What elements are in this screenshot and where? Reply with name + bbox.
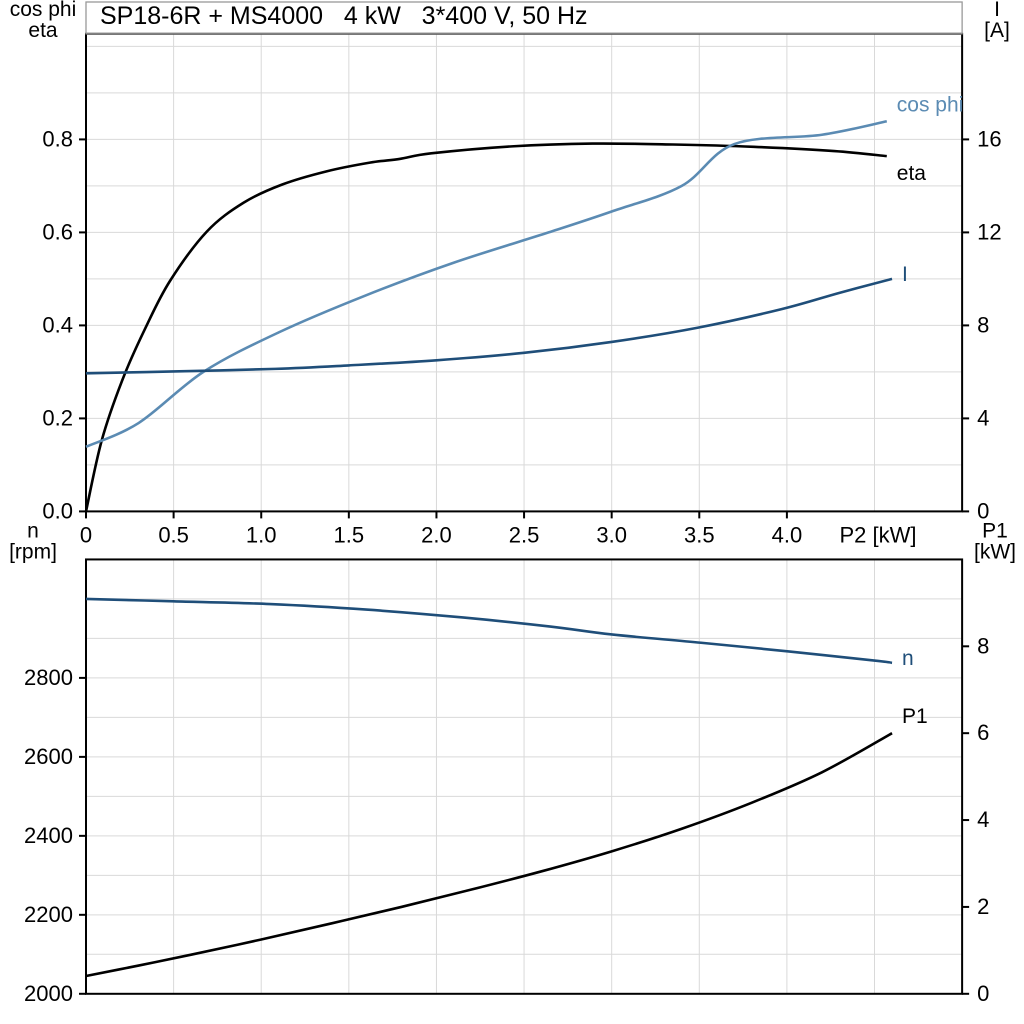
svg-text:I: I [902,263,908,286]
svg-text:12: 12 [977,219,1001,244]
svg-text:eta: eta [28,19,58,42]
svg-text:4: 4 [977,405,989,430]
svg-text:[kW]: [kW] [974,540,1016,563]
svg-text:6: 6 [977,720,989,745]
svg-text:2600: 2600 [24,744,73,769]
svg-text:I: I [994,0,1000,21]
svg-text:n: n [27,519,39,542]
svg-text:0.0: 0.0 [42,498,73,523]
svg-text:2000: 2000 [24,981,73,1006]
svg-text:3.0: 3.0 [596,522,627,547]
svg-text:P1: P1 [982,519,1008,542]
svg-text:2800: 2800 [24,665,73,690]
svg-text:16: 16 [977,126,1001,151]
svg-text:0.2: 0.2 [42,405,73,430]
svg-text:2.5: 2.5 [509,522,540,547]
svg-text:8: 8 [977,312,989,337]
svg-text:cos phi: cos phi [10,0,77,21]
svg-text:2400: 2400 [24,823,73,848]
svg-text:P1: P1 [902,705,928,728]
svg-text:SP18-6R + MS4000 4 kW 3*40: SP18-6R + MS4000 4 kW 3*400 V, 50 Hz [100,2,588,30]
svg-text:0: 0 [977,981,989,1006]
svg-text:eta: eta [897,162,927,185]
svg-text:2200: 2200 [24,902,73,927]
svg-text:[A]: [A] [984,19,1010,42]
svg-text:2: 2 [977,894,989,919]
svg-text:0.8: 0.8 [42,126,73,151]
svg-text:1.5: 1.5 [334,522,365,547]
svg-text:cos phi: cos phi [897,93,964,116]
svg-text:n: n [902,647,914,670]
svg-text:8: 8 [977,633,989,658]
svg-text:0.6: 0.6 [42,219,73,244]
svg-text:1.0: 1.0 [246,522,277,547]
svg-text:0: 0 [80,522,92,547]
svg-text:4: 4 [977,807,989,832]
svg-text:0.5: 0.5 [158,522,189,547]
svg-text:4.0: 4.0 [772,522,803,547]
svg-text:3.5: 3.5 [684,522,715,547]
svg-text:P2 [kW]: P2 [kW] [839,522,916,547]
svg-text:0.4: 0.4 [42,312,73,337]
svg-text:[rpm]: [rpm] [9,540,57,563]
svg-text:2.0: 2.0 [421,522,452,547]
